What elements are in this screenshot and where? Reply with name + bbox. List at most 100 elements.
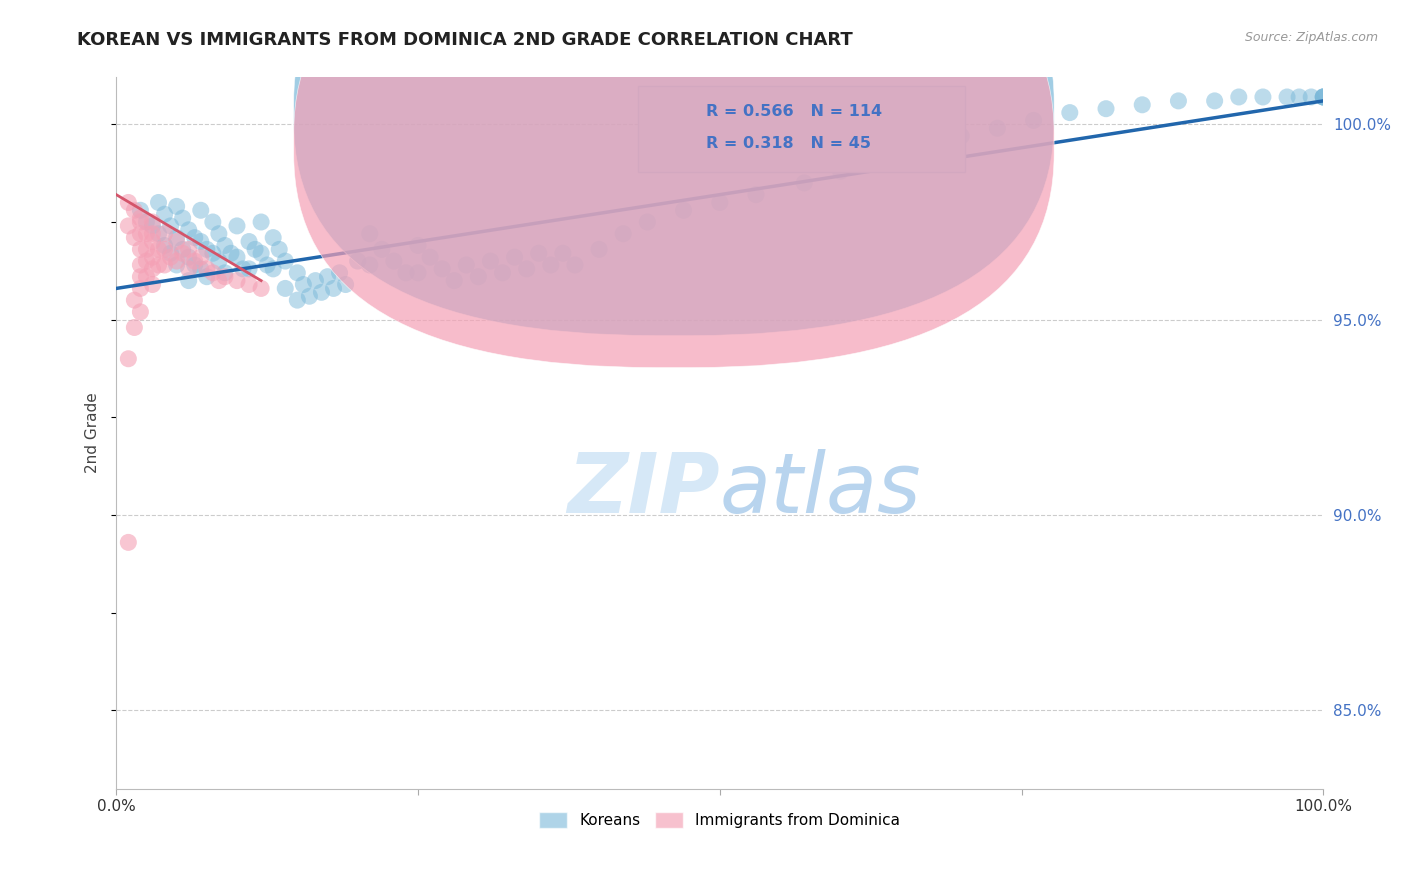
Point <box>1059 105 1081 120</box>
Point <box>195 269 218 284</box>
Point <box>527 246 550 260</box>
Point <box>135 254 157 268</box>
Point <box>226 274 249 288</box>
Point <box>195 261 218 276</box>
Point <box>177 261 200 276</box>
Point <box>219 246 242 260</box>
Point <box>250 281 273 295</box>
Point <box>1251 90 1274 104</box>
Point <box>190 235 212 249</box>
Point <box>201 246 224 260</box>
Point <box>148 243 170 257</box>
Point <box>117 195 139 210</box>
Point <box>201 266 224 280</box>
Point <box>890 145 912 159</box>
Point <box>195 243 218 257</box>
Point <box>141 215 163 229</box>
Point <box>588 243 610 257</box>
Point <box>274 254 297 268</box>
Point <box>950 129 973 144</box>
Point <box>153 238 176 252</box>
Point <box>172 246 194 260</box>
Point <box>141 250 163 264</box>
Point <box>516 261 538 276</box>
Point <box>172 243 194 257</box>
Point <box>491 266 513 280</box>
Point <box>986 121 1008 136</box>
Point <box>866 156 889 170</box>
Point <box>1204 94 1226 108</box>
Point <box>395 266 418 280</box>
Point <box>456 258 478 272</box>
FancyBboxPatch shape <box>294 0 1054 335</box>
Point <box>316 269 339 284</box>
Point <box>262 230 284 244</box>
Point <box>159 250 181 264</box>
Point <box>238 261 260 276</box>
Y-axis label: 2nd Grade: 2nd Grade <box>86 392 100 474</box>
Point <box>124 293 146 307</box>
Point <box>208 254 231 268</box>
Text: R = 0.566   N = 114: R = 0.566 N = 114 <box>706 104 883 119</box>
Point <box>148 227 170 241</box>
FancyBboxPatch shape <box>638 86 965 172</box>
Point <box>117 535 139 549</box>
Point <box>243 243 266 257</box>
Point <box>129 211 152 226</box>
Point <box>117 351 139 366</box>
Point <box>135 215 157 229</box>
Point <box>166 199 188 213</box>
Point <box>172 211 194 226</box>
Point <box>1275 90 1298 104</box>
Point <box>166 254 188 268</box>
Point <box>177 250 200 264</box>
FancyBboxPatch shape <box>294 0 1054 368</box>
Text: atlas: atlas <box>720 450 921 531</box>
Point <box>419 250 441 264</box>
Point <box>183 254 205 268</box>
Point <box>135 269 157 284</box>
Point <box>304 274 326 288</box>
Point <box>709 195 731 210</box>
Point <box>359 258 381 272</box>
Point <box>335 277 357 292</box>
Point <box>177 223 200 237</box>
Point <box>129 269 152 284</box>
Point <box>830 164 852 178</box>
Point <box>166 230 188 244</box>
Point <box>564 258 586 272</box>
Point <box>190 203 212 218</box>
Point <box>406 266 429 280</box>
Point <box>371 243 394 257</box>
Point <box>329 266 352 280</box>
Point <box>292 277 315 292</box>
Point <box>346 254 368 268</box>
Text: Source: ZipAtlas.com: Source: ZipAtlas.com <box>1244 31 1378 45</box>
Point <box>129 243 152 257</box>
Point <box>551 246 574 260</box>
Point <box>382 254 405 268</box>
Point <box>745 187 768 202</box>
Point <box>141 235 163 249</box>
Point <box>256 258 278 272</box>
Point <box>359 227 381 241</box>
Point <box>124 203 146 218</box>
Point <box>166 258 188 272</box>
Point <box>148 258 170 272</box>
Point <box>129 203 152 218</box>
Text: ZIP: ZIP <box>567 450 720 531</box>
Point <box>208 227 231 241</box>
Point <box>124 230 146 244</box>
Point <box>1130 97 1153 112</box>
Point <box>503 250 526 264</box>
Point <box>250 246 273 260</box>
Point <box>322 281 344 295</box>
Point <box>129 305 152 319</box>
Point <box>269 243 291 257</box>
Point <box>250 215 273 229</box>
Point <box>1288 90 1310 104</box>
Point <box>135 227 157 241</box>
Point <box>1312 90 1334 104</box>
Point <box>153 227 176 241</box>
Point <box>1095 102 1118 116</box>
